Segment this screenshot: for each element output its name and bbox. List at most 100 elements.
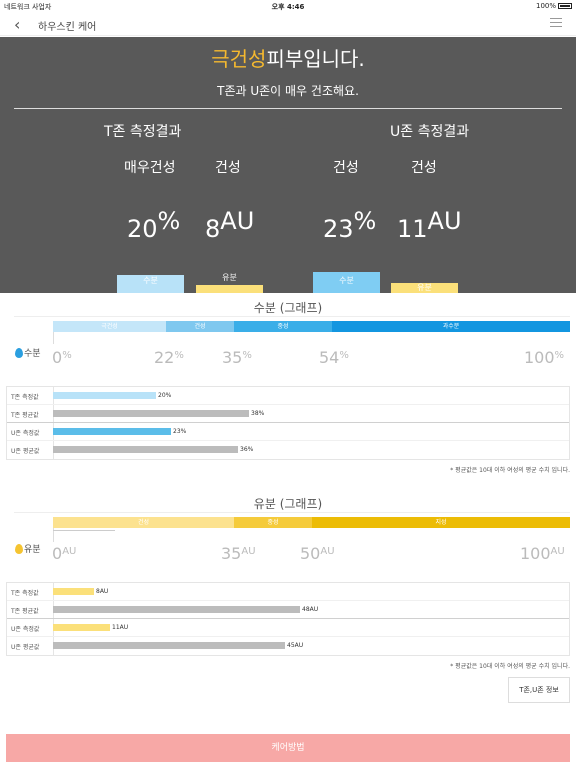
value-unit: % (353, 207, 377, 235)
tick-unit: % (554, 350, 565, 361)
bar-label: 수분 (143, 276, 158, 285)
row-value: 8AU (96, 588, 109, 595)
oil-table: T존 측정값 8AU T존 평균값 48AU U존 측정값 11AU U존 평균값 45… (6, 582, 570, 656)
row-value: 20% (158, 392, 172, 399)
t-zone-oil-bar: 유분 (196, 273, 263, 293)
row-bar (53, 606, 300, 613)
row-label: U존 측정값 (11, 430, 40, 437)
clock: 오후 4:46 (271, 3, 305, 11)
row-bar (53, 410, 249, 417)
moisture-range-dry: 건성 (166, 321, 234, 332)
row-label: T존 측정값 (11, 394, 39, 401)
t-zone-moisture-value: 20% (127, 207, 180, 243)
row-value: 45AU (287, 642, 304, 649)
tick-value: 50 (300, 544, 321, 563)
tick-unit: AU (241, 546, 256, 557)
t-zone-moisture-label: 매우건성 (124, 160, 176, 176)
u-zone-moisture-label: 건성 (333, 160, 359, 176)
oil-legend: 유분 (15, 542, 41, 555)
value-unit: AU (427, 207, 462, 235)
moisture-range-normal: 중성 (234, 321, 332, 332)
row-value: 11AU (112, 624, 129, 631)
hamburger-menu-icon[interactable] (550, 18, 562, 28)
oil-range-normal: 중성 (234, 517, 312, 528)
table-row: U존 평균값 45AU (7, 637, 569, 655)
tick-unit: % (339, 350, 349, 361)
row-label: T존 측정값 (11, 590, 39, 597)
divider (14, 316, 570, 317)
carrier-label: 네트워크 사업자 (4, 3, 52, 11)
row-label: T존 평균값 (11, 608, 39, 615)
battery-indicator: 100% (536, 2, 572, 10)
zone-info-button[interactable]: T존,U존 정보 (508, 677, 570, 703)
row-bar (53, 624, 110, 631)
table-row: U존 측정값 23% (7, 423, 569, 441)
average-note: * 평균값은 10대 이하 여성의 평균 수치 입니다. (450, 467, 570, 474)
tick-value: 35 (221, 544, 242, 563)
bar-label: 유분 (417, 283, 432, 292)
tick-unit: AU (550, 546, 565, 557)
battery-percent: 100% (535, 2, 556, 10)
moisture-range-very-dry: 극건성 (53, 321, 166, 332)
oil-range-dry: 건성 (53, 517, 234, 528)
tick-unit: % (174, 350, 184, 361)
result-summary: 극건성피부입니다. T존과 U존이 매우 건조해요. T존 측정결과 U존 측정… (0, 37, 576, 293)
t-zone-oil-label: 건성 (215, 160, 241, 176)
u-zone-oil-bar: 유분 (391, 283, 458, 293)
oil-graph-title: 유분 (그래프) (253, 497, 323, 511)
axis-line (53, 332, 54, 344)
row-label: T존 평균값 (11, 412, 39, 419)
status-bar: 네트워크 사업자 오후 4:46 100% (0, 0, 576, 12)
row-value: 23% (173, 428, 187, 435)
tick-unit: AU (62, 546, 77, 557)
table-row: T존 평균값 48AU (7, 601, 569, 619)
moisture-tick: 100% (524, 348, 564, 367)
u-zone-oil-label: 건성 (411, 160, 437, 176)
table-row: U존 측정값 11AU (7, 619, 569, 637)
u-zone-moisture-bar: 수분 (313, 272, 380, 293)
table-row: T존 평균값 38% (7, 405, 569, 423)
legend-label: 수분 (24, 349, 41, 359)
tick-value: 35 (222, 348, 243, 367)
moisture-table: T존 측정값 20% T존 평균값 38% U존 측정값 23% U존 평균값 36% (6, 386, 570, 460)
battery-icon (558, 3, 572, 9)
care-method-button[interactable]: 케어방법 (6, 734, 570, 762)
divider (14, 108, 562, 109)
legend-label: 유분 (24, 545, 41, 555)
row-bar (53, 446, 238, 453)
table-row: U존 평균값 36% (7, 441, 569, 459)
moisture-tick: 0% (52, 348, 72, 367)
axis-line (53, 528, 54, 542)
row-bar (53, 428, 171, 435)
value-number: 8 (205, 215, 221, 243)
tick-value: 22 (154, 348, 175, 367)
bar-label: 수분 (339, 276, 354, 285)
tick-value: 0 (52, 544, 63, 563)
moisture-tick: 35% (222, 348, 252, 367)
tick-unit: % (242, 350, 252, 361)
skin-type-rest: 피부입니다. (266, 47, 365, 71)
tick-unit: % (62, 350, 72, 361)
tick-value: 54 (319, 348, 340, 367)
tick-value: 100 (520, 544, 551, 563)
value-number: 11 (397, 215, 428, 243)
moisture-graph-title: 수분 (그래프) (253, 301, 323, 315)
value-unit: % (157, 207, 181, 235)
table-row: T존 측정값 8AU (7, 583, 569, 601)
t-zone-title: T존 측정결과 (104, 124, 182, 140)
back-chevron-icon[interactable]: ‹ (14, 15, 21, 34)
average-note: * 평균값은 10대 이하 여성의 평균 수치 입니다. (450, 663, 570, 670)
u-zone-oil-value: 11AU (397, 207, 462, 243)
row-value: 38% (251, 410, 265, 417)
oil-tick: 100AU (520, 544, 565, 563)
row-label: U존 평균값 (11, 644, 40, 651)
table-row: T존 측정값 20% (7, 387, 569, 405)
row-label: U존 측정값 (11, 626, 40, 633)
row-bar (53, 588, 94, 595)
moisture-legend: 수분 (15, 346, 41, 359)
t-zone-moisture-bar: 수분 (117, 275, 184, 293)
moisture-range-excess: 과수분 (332, 321, 570, 332)
bar-label: 유분 (222, 273, 237, 282)
moisture-tick: 54% (319, 348, 349, 367)
page-title: 하우스킨 케어 (38, 22, 97, 33)
